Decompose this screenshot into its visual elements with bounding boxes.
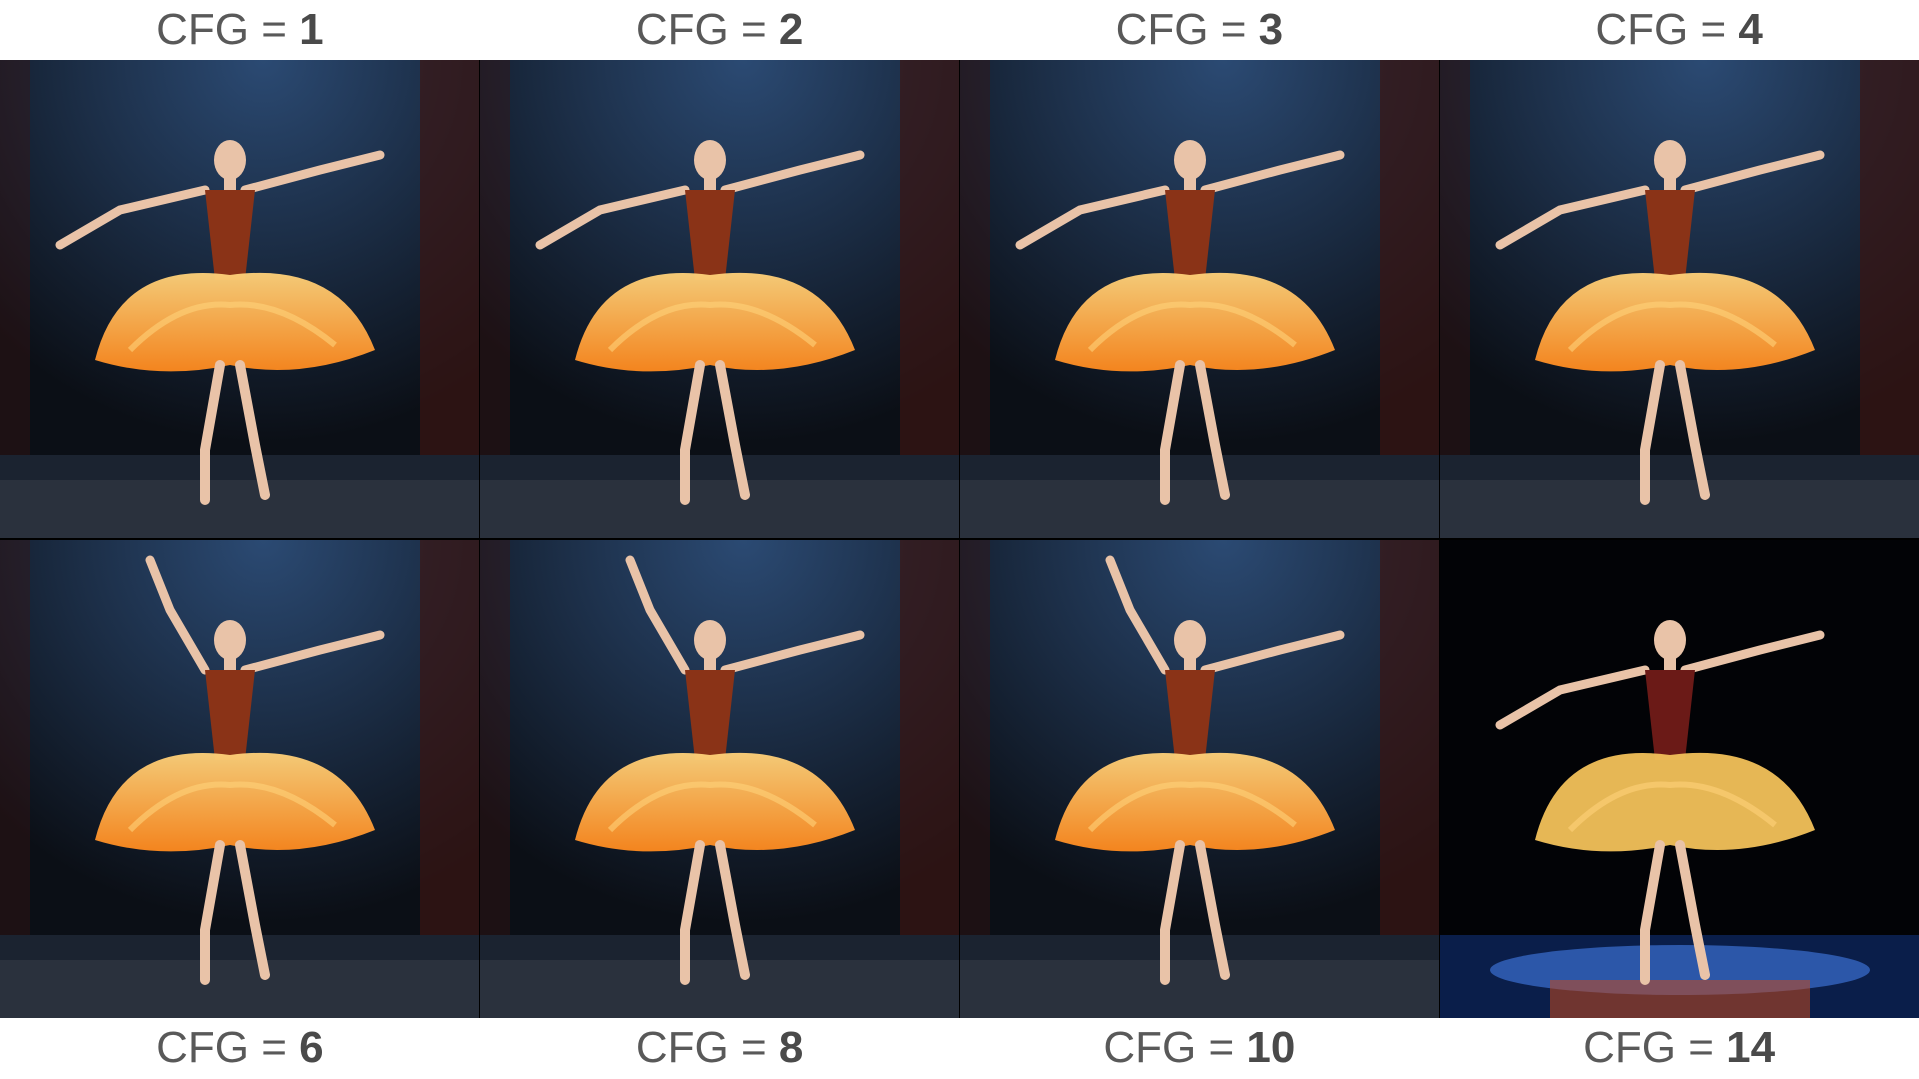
ballerina-image bbox=[1440, 540, 1919, 1018]
panel-cfg-1 bbox=[0, 60, 479, 538]
panel-cfg-8 bbox=[480, 540, 959, 1018]
cfg-label-8: CFG = 8 bbox=[635, 1023, 804, 1072]
panel-cfg-3 bbox=[960, 60, 1439, 538]
panel-cfg-2 bbox=[480, 60, 959, 538]
ballerina-image bbox=[1440, 60, 1919, 538]
panel-cfg-6 bbox=[0, 540, 479, 1018]
cfg-label-6: CFG = 6 bbox=[156, 1023, 324, 1072]
cfg-label-2: CFG = 2 bbox=[635, 5, 804, 54]
panel-cfg-4 bbox=[1440, 60, 1919, 538]
cfg-label-3: CFG = 3 bbox=[1115, 5, 1284, 54]
bottom-label-row: CFG = 6 CFG = 8 CFG = 10 CFG = 14 bbox=[0, 1018, 1919, 1078]
ballerina-image bbox=[0, 540, 479, 1018]
top-label-row: CFG = 1 CFG = 2 CFG = 3 CFG = 4 bbox=[0, 0, 1919, 60]
panel-cfg-10 bbox=[960, 540, 1439, 1018]
ballerina-image bbox=[960, 60, 1439, 538]
ballerina-image bbox=[960, 540, 1439, 1018]
cfg-label-4: CFG = 4 bbox=[1595, 5, 1763, 54]
ballerina-image bbox=[480, 60, 959, 538]
image-grid bbox=[0, 60, 1919, 1018]
cfg-label-1: CFG = 1 bbox=[156, 5, 324, 54]
panel-cfg-14 bbox=[1440, 540, 1919, 1018]
ballerina-image bbox=[0, 60, 479, 538]
cfg-label-14: CFG = 14 bbox=[1583, 1023, 1776, 1072]
ballerina-image bbox=[480, 540, 959, 1018]
cfg-label-10: CFG = 10 bbox=[1103, 1023, 1296, 1072]
